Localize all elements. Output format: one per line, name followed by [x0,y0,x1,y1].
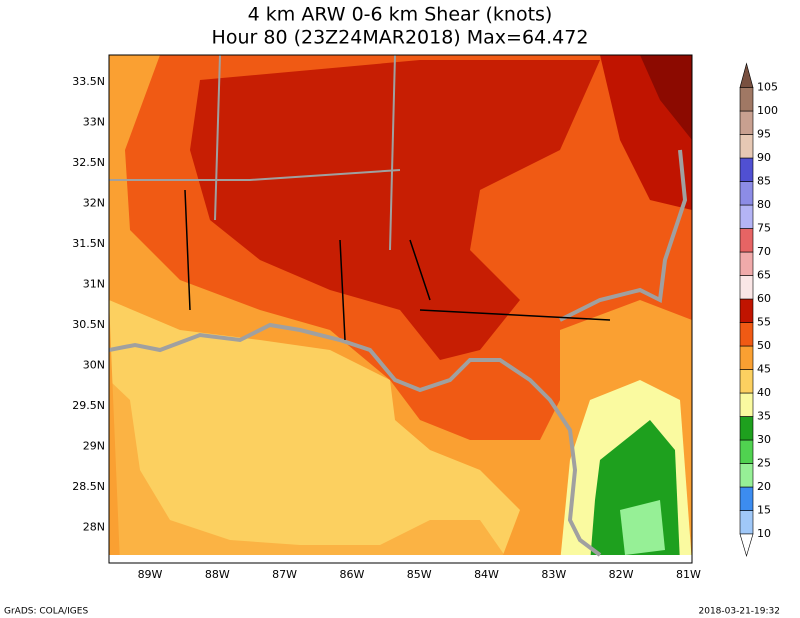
colorbar-box [739,157,754,182]
colorbar-label: 85 [757,175,771,188]
lat-label: 33.5N [72,75,105,88]
lat-label: 31N [83,278,105,291]
colorbar-box [739,416,754,441]
colorbar-box [739,322,754,347]
colorbar-label: 80 [757,198,771,211]
field-light-green [620,500,665,555]
colorbar-box [739,110,754,135]
lat-label: 28N [83,521,105,534]
lat-label: 29.5N [72,399,105,412]
lon-label: 82W [609,568,634,581]
colorbar-label: 15 [757,504,771,517]
colorbar-label: 30 [757,433,771,446]
lat-label: 28.5N [72,480,105,493]
colorbar-box [739,510,754,535]
colorbar-label: 100 [757,104,778,117]
lon-label: 81W [676,568,701,581]
colorbar-label: 50 [757,339,771,352]
colorbar-box [739,369,754,394]
colorbar-box [739,392,754,417]
axis-labels: 33.5N 33N 32.5N 32N 31.5N 31N 30.5N 30N 29.5N 29N… [72,75,701,581]
field-yellow [109,300,520,563]
colorbar-label: 65 [757,269,771,282]
colorbar-box [739,251,754,276]
lat-label: 31.5N [72,237,105,250]
lat-label: 29N [83,440,105,453]
footer-right: 2018-03-21-19:32 [699,607,781,617]
map-frame [108,54,693,564]
colorbar-box [739,298,754,323]
colorbar-label: 90 [757,151,771,164]
colorbar: 10 15 20 25 30 35 40 45 50 55 60 65 70 75 80 85 90 95 100 1… [739,62,778,558]
lat-label: 32N [83,197,105,210]
lon-label: 85W [407,568,432,581]
lat-label: 30.5N [72,318,105,331]
colorbar-label: 75 [757,222,771,235]
colorbar-label: 105 [757,81,778,94]
lat-label: 33N [83,116,105,129]
colorbar-box [739,228,754,253]
state-borders [184,189,611,341]
field-red [190,60,600,360]
colorbar-box [739,345,754,370]
colorbar-label: 55 [757,316,771,329]
colorbar-box [739,87,754,112]
colorbar-label: 40 [757,386,771,399]
lon-label: 89W [138,568,163,581]
colorbar-label: 45 [757,363,771,376]
coastline [109,149,688,557]
title-line-2: Hour 80 (23Z24MAR2018) Max=64.472 [212,27,589,49]
colorbar-box [739,463,754,488]
colorbar-label: 35 [757,410,771,423]
lat-label: 30N [83,359,105,372]
field-orange-south [109,380,510,563]
colorbar-box [739,134,754,159]
field-darkest-red [640,55,692,140]
colorbar-above [739,62,754,88]
colorbar-below [739,533,754,558]
colorbar-box [739,439,754,464]
colorbar-label: 25 [757,457,771,470]
title-line-1: 4 km ARW 0-6 km Shear (knots) [248,4,553,26]
colorbar-label: 10 [757,527,771,540]
lon-label: 88W [205,568,230,581]
lon-label: 86W [339,568,364,581]
no-data-strip [109,555,692,563]
colorbar-label: 60 [757,292,771,305]
region-lines [109,55,401,251]
colorbar-box [739,204,754,229]
colorbar-box [739,181,754,206]
colorbar-label: 95 [757,128,771,141]
colorbar-label: 70 [757,245,771,258]
colorbar-box [739,275,754,300]
colorbar-box [739,486,754,511]
lon-label: 84W [474,568,499,581]
lat-label: 32.5N [72,156,105,169]
lon-label: 87W [272,568,297,581]
footer-left: GrADS: COLA/IGES [4,607,88,617]
lon-label: 83W [541,568,566,581]
colorbar-label: 20 [757,480,771,493]
map [108,54,693,564]
